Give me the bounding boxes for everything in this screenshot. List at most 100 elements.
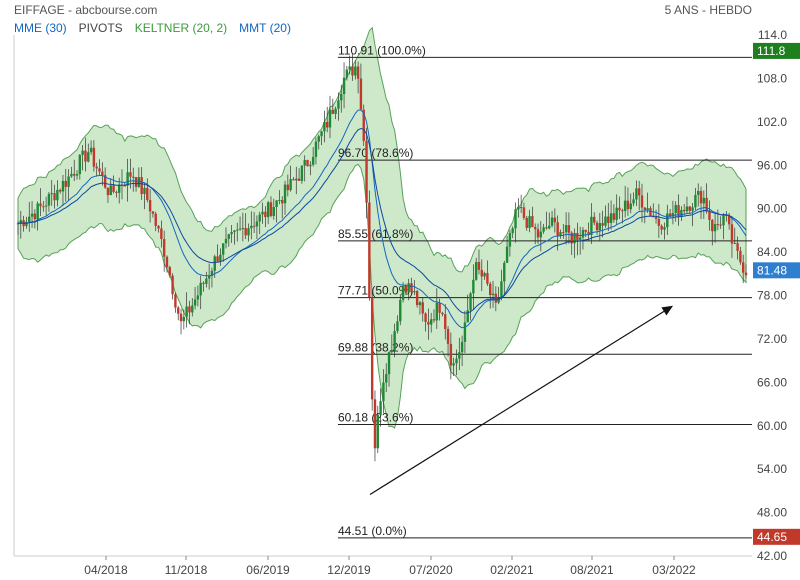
candle-body-127 <box>373 399 377 449</box>
candle-body-1 <box>19 220 23 224</box>
candle-body-46 <box>146 187 149 201</box>
candle-body-250 <box>719 224 722 226</box>
candle-body-174 <box>505 246 509 263</box>
candle-body-91 <box>272 207 275 216</box>
y-tick-label-8: 66.00 <box>757 375 787 389</box>
candle-body-209 <box>604 216 607 226</box>
candle-body-187 <box>542 227 545 232</box>
indicator-legend: MME (30) PIVOTS KELTNER (20, 2) MMT (20) <box>14 21 291 35</box>
trendline-arrow <box>369 305 674 496</box>
candle-body-229 <box>660 225 663 230</box>
candle-body-18 <box>67 176 70 187</box>
legend-mme[interactable]: MME (30) <box>14 21 67 35</box>
candle-body-176 <box>511 228 514 234</box>
legend-pivots[interactable]: PIVOTS <box>78 21 123 35</box>
candle-body-145 <box>424 313 427 322</box>
candle-body-115 <box>340 93 343 101</box>
candle-body-228 <box>657 218 661 226</box>
chart-title: EIFFAGE - abcbourse.com <box>14 3 158 17</box>
candle-body-218 <box>629 203 632 210</box>
candle-body-31 <box>103 175 107 188</box>
candle-body-70 <box>213 256 216 271</box>
candle-body-149 <box>435 302 439 321</box>
candle-body-97 <box>289 179 292 191</box>
chart-period[interactable]: 5 ANS - HEBDO <box>664 3 752 17</box>
candle-body-94 <box>281 200 284 204</box>
price-tag-label-0: 111.8 <box>757 44 786 58</box>
y-tick-label-3: 96.00 <box>757 158 787 172</box>
candle-body-245 <box>705 197 708 212</box>
candle-body-64 <box>196 295 200 300</box>
y-tick-label-10: 54.00 <box>757 462 787 476</box>
candle-body-214 <box>618 207 621 211</box>
candle-body-19 <box>70 173 73 177</box>
candle-body-11 <box>47 193 51 206</box>
candle-body-188 <box>545 227 548 229</box>
candle-body-166 <box>483 273 486 277</box>
candle-body-111 <box>328 109 332 128</box>
candle-body-227 <box>654 217 658 219</box>
candle-body-51 <box>160 228 163 240</box>
candle-body-172 <box>500 281 503 298</box>
candle-body-159 <box>463 322 467 342</box>
candle-body-98 <box>292 179 295 181</box>
candle-body-155 <box>452 363 455 366</box>
fib-label-2: 85.55 (61.8%) <box>338 227 413 241</box>
price-tag-label-1: 81.48 <box>757 263 787 277</box>
candle-body-109 <box>323 121 326 132</box>
candle-body-255 <box>733 243 736 245</box>
candle-body-61 <box>188 306 191 313</box>
candle-body-99 <box>295 178 298 181</box>
candle-body-106 <box>314 141 318 157</box>
candle-body-15 <box>58 189 62 192</box>
candle-body-205 <box>593 216 596 223</box>
fib-label-6: 44.51 (0.0%) <box>338 524 407 538</box>
mme-line <box>17 127 747 314</box>
candle-body-241 <box>694 194 697 208</box>
candle-body-191 <box>553 217 557 223</box>
candle-body-128 <box>376 414 379 449</box>
candle-body-165 <box>480 269 483 277</box>
candle-body-74 <box>224 238 228 244</box>
candle-body-253 <box>727 216 731 225</box>
candle-body-72 <box>219 254 222 262</box>
price-tag-bg-2 <box>753 528 800 545</box>
candle-body-69 <box>210 270 214 276</box>
candle-body-55 <box>171 275 174 295</box>
candle-body-158 <box>460 341 464 353</box>
candle-body-78 <box>236 229 239 231</box>
candle-body-141 <box>413 290 416 293</box>
candle-body-199 <box>576 232 579 240</box>
candle-body-235 <box>677 205 680 218</box>
candle-body-257 <box>739 250 742 263</box>
candle-body-223 <box>643 207 647 210</box>
candle-body-258 <box>741 262 745 273</box>
candle-body-113 <box>334 108 337 114</box>
candle-body-163 <box>474 262 478 280</box>
candle-body-150 <box>438 302 441 313</box>
price-tag-label-2: 44.65 <box>757 530 787 544</box>
candle-body-246 <box>708 211 711 220</box>
legend-keltner[interactable]: KELTNER (20, 2) <box>134 21 228 35</box>
candle-body-105 <box>311 156 315 165</box>
candle-body-219 <box>632 199 635 204</box>
candle-body-24 <box>84 150 87 162</box>
candle-body-206 <box>595 222 599 231</box>
candle-body-87 <box>261 211 264 215</box>
candle-body-164 <box>477 262 481 270</box>
candle-body-59 <box>182 316 186 322</box>
candle-body-100 <box>297 178 301 181</box>
x-tick-label-1: 11/2018 <box>165 563 208 577</box>
y-tick-label-7: 72.00 <box>757 332 787 346</box>
candle-body-92 <box>275 200 278 208</box>
legend-mmt[interactable]: MMT (20) <box>239 21 291 35</box>
candle-body-239 <box>688 206 691 211</box>
candle-body-23 <box>81 150 84 155</box>
candle-body-144 <box>421 302 424 314</box>
x-tick-label-5: 02/2021 <box>490 563 534 577</box>
candle-body-169 <box>491 293 495 296</box>
candle-body-177 <box>514 209 517 229</box>
candle-body-189 <box>548 225 551 229</box>
